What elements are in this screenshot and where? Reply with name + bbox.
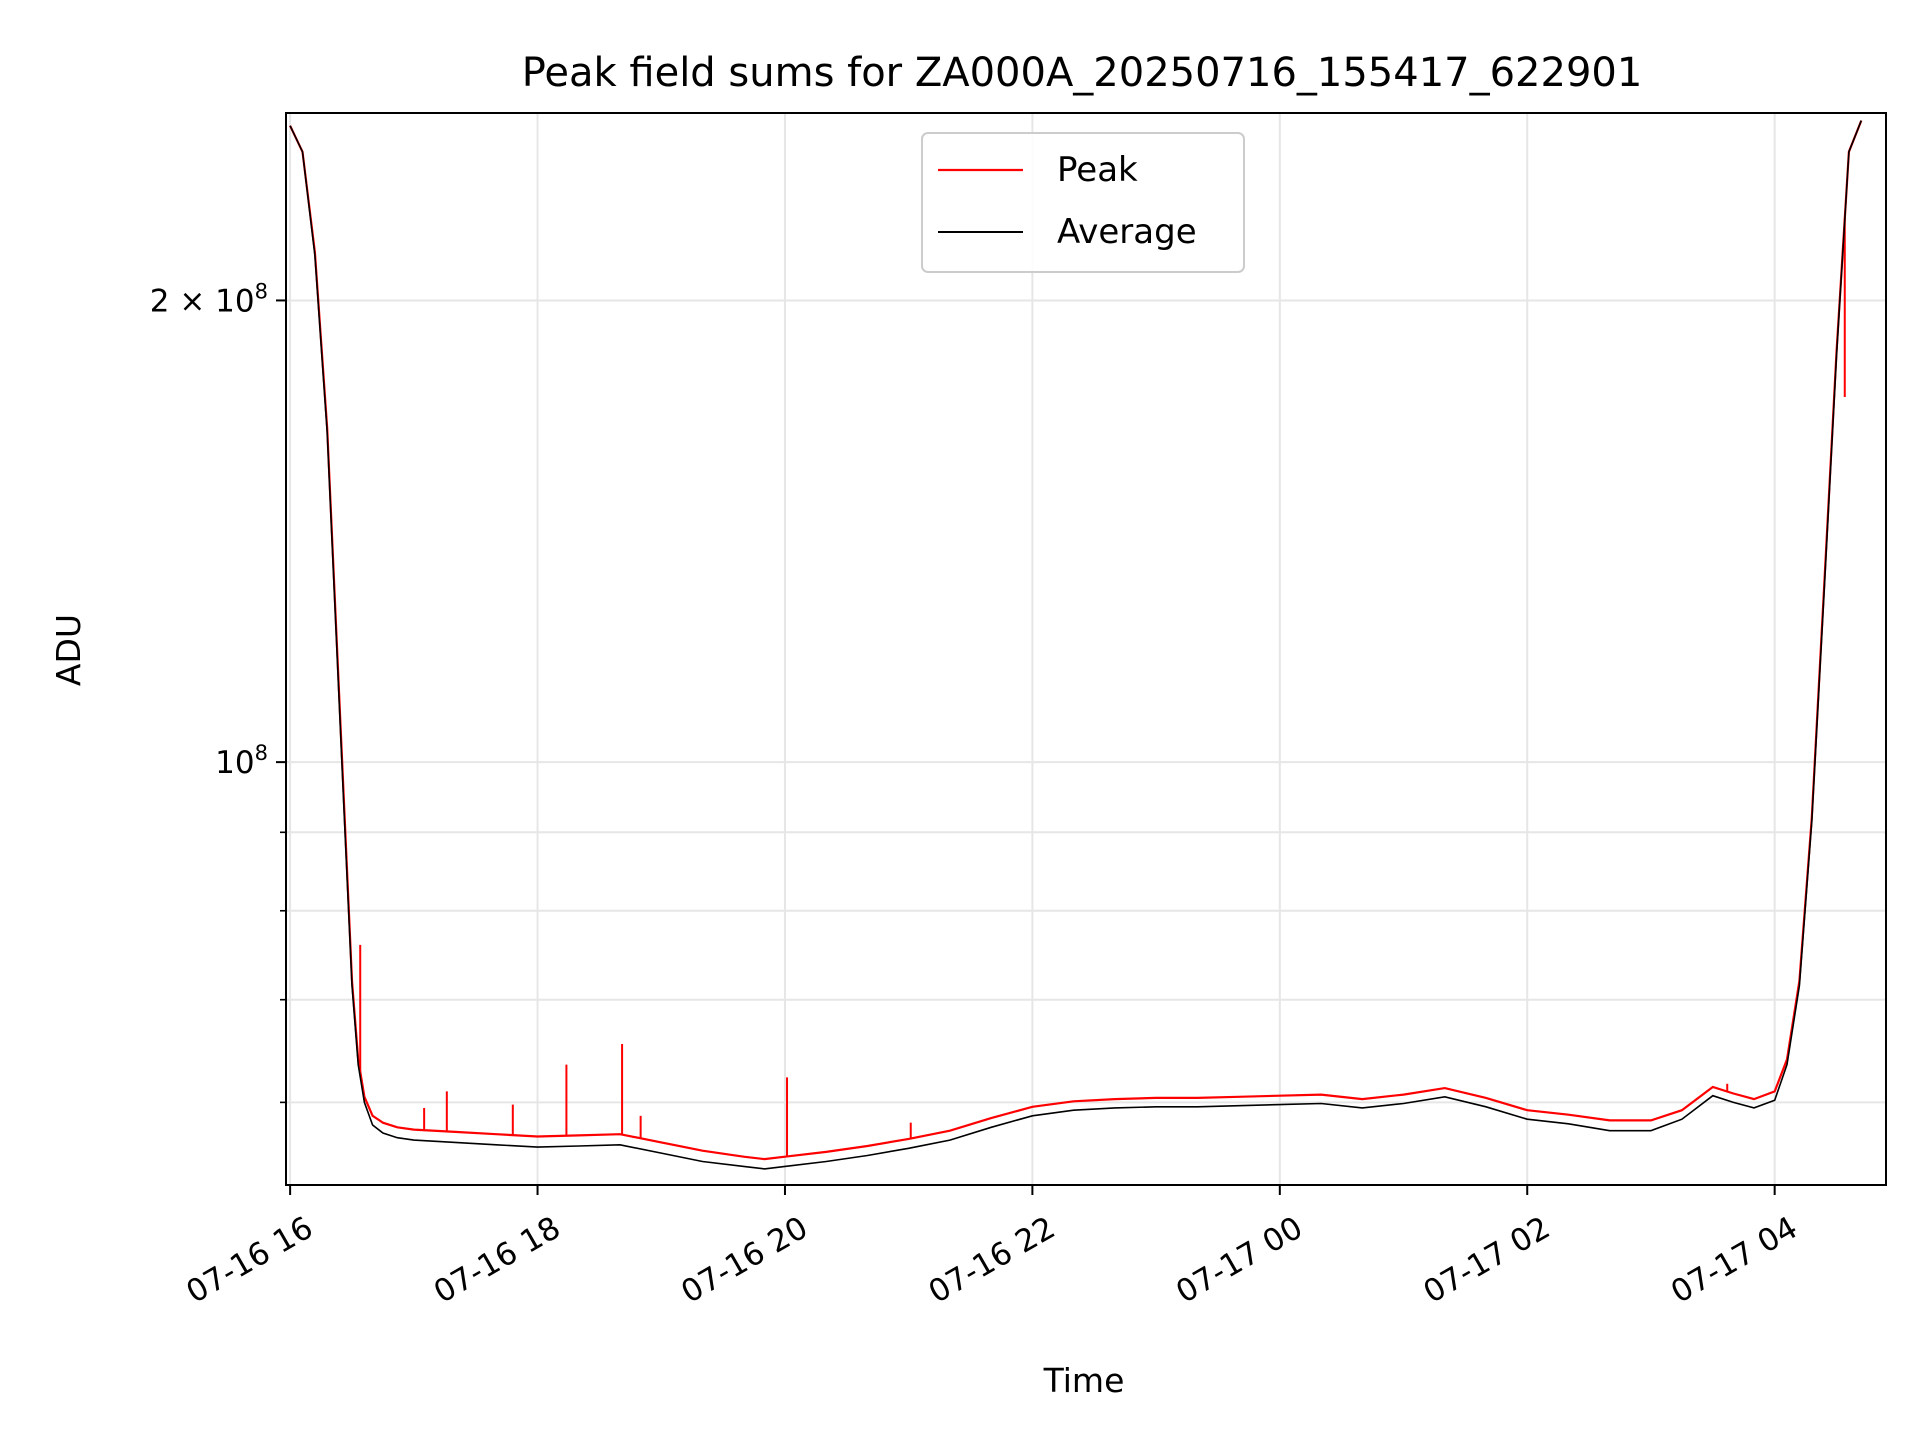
legend-label-peak: Peak bbox=[1057, 150, 1138, 190]
y-tick-label: 108 bbox=[215, 741, 268, 781]
series-line-average bbox=[289, 120, 1863, 1170]
y-axis: 108 2 × 108 bbox=[150, 279, 286, 1104]
y-tick-label: 2 × 108 bbox=[150, 279, 268, 319]
series-line-peak bbox=[289, 120, 1863, 1161]
grid bbox=[286, 113, 1886, 1185]
legend-label-average: Average bbox=[1057, 212, 1197, 252]
legend: Peak Average bbox=[921, 132, 1245, 273]
peak-spikes bbox=[336, 218, 1846, 1157]
y-axis-label: ADU bbox=[49, 614, 88, 686]
chart-title: Peak field sums for ZA000A_20250716_1554… bbox=[522, 50, 1643, 96]
legend-box bbox=[921, 132, 1245, 273]
plot-frame bbox=[285, 112, 1887, 1186]
x-axis-label: Time bbox=[1043, 1361, 1125, 1400]
